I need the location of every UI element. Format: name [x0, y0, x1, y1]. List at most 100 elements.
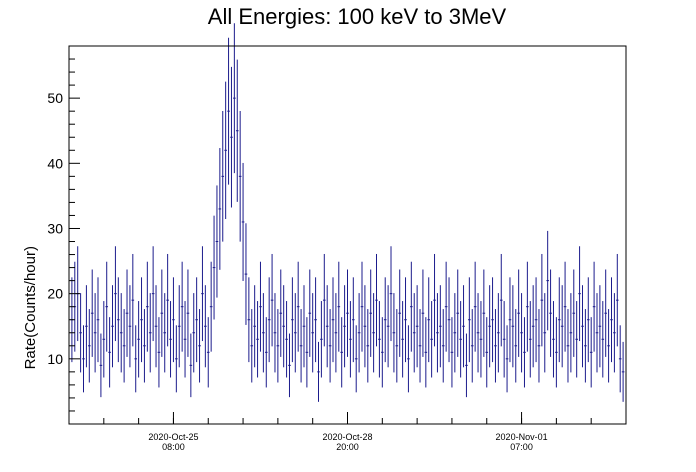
- data-point: [322, 253, 326, 347]
- data-point: [534, 277, 538, 363]
- data-point: [465, 333, 468, 398]
- data-point: [172, 277, 175, 363]
- data-point: [183, 301, 187, 378]
- data-point: [595, 293, 599, 373]
- data-point: [259, 261, 262, 352]
- y-tick-label: 10: [47, 351, 63, 367]
- x-tick-time-label: 07:00: [510, 442, 533, 452]
- data-point: [105, 261, 109, 352]
- data-point: [592, 261, 596, 352]
- data-point: [601, 301, 605, 378]
- data-point: [192, 293, 196, 373]
- data-point: [305, 317, 309, 388]
- data-point: [381, 317, 384, 388]
- data-point: [143, 309, 146, 383]
- data-point: [85, 285, 88, 368]
- data-point: [543, 293, 547, 373]
- data-point: [563, 261, 567, 352]
- data-point: [491, 277, 494, 363]
- data-point: [581, 285, 584, 368]
- data-point: [160, 269, 164, 357]
- data-point: [610, 277, 613, 363]
- data-point: [177, 285, 181, 368]
- data-point: [485, 317, 489, 388]
- data-point: [114, 246, 117, 342]
- data-point: [517, 269, 520, 357]
- data-point: [395, 309, 399, 383]
- data-point: [351, 277, 355, 363]
- data-point: [163, 293, 167, 373]
- data-point: [520, 293, 523, 373]
- data-point: [389, 246, 393, 342]
- data-point: [151, 246, 155, 342]
- data-point: [302, 285, 306, 368]
- plot-frame: [68, 45, 627, 425]
- data-point: [360, 261, 364, 352]
- data-point: [433, 253, 436, 347]
- data-point: [476, 293, 480, 373]
- data-point: [227, 37, 230, 185]
- data-point: [296, 261, 300, 352]
- data-point: [209, 261, 213, 352]
- data-point: [128, 285, 132, 368]
- data-point: [436, 293, 439, 373]
- x-tick-time-label: 08:00: [162, 442, 185, 452]
- data-point: [412, 293, 416, 373]
- data-point: [117, 277, 120, 363]
- data-point: [334, 293, 338, 373]
- data-point: [566, 309, 570, 383]
- data-point: [247, 277, 251, 363]
- data-point: [88, 309, 91, 383]
- data-point: [497, 293, 500, 373]
- data-point: [276, 309, 280, 383]
- data-point: [366, 309, 370, 383]
- data-point: [244, 223, 248, 325]
- data-point: [555, 317, 558, 388]
- data-point: [175, 325, 178, 393]
- data-point: [206, 317, 210, 388]
- data-point: [418, 309, 422, 383]
- data-point: [299, 309, 303, 383]
- data-point: [308, 269, 312, 357]
- data-point: [102, 301, 106, 378]
- data-point: [494, 309, 497, 383]
- y-tick-label: 20: [47, 286, 63, 302]
- data-point: [233, 23, 236, 174]
- data-point: [430, 301, 433, 378]
- data-point: [122, 309, 126, 383]
- data-point: [572, 269, 576, 357]
- data-point: [99, 333, 103, 398]
- data-point: [552, 301, 555, 378]
- data-point: [140, 277, 143, 363]
- x-tick-date-label: 2020-Oct-25: [148, 432, 198, 442]
- data-point: [424, 317, 428, 388]
- data-point: [282, 285, 285, 368]
- data-point: [328, 309, 332, 383]
- data-point: [157, 317, 161, 388]
- data-point: [584, 309, 587, 383]
- data-point: [613, 293, 616, 373]
- data-point: [212, 215, 216, 320]
- data-point: [270, 253, 274, 347]
- data-point: [526, 261, 529, 352]
- data-point: [392, 293, 396, 373]
- data-point: [331, 277, 335, 363]
- data-point: [125, 269, 129, 357]
- data-point: [468, 277, 471, 363]
- data-point: [372, 293, 375, 373]
- data-point: [169, 301, 172, 378]
- data-point: [241, 162, 245, 281]
- data-point: [90, 269, 94, 357]
- data-point: [482, 269, 486, 357]
- data-point: [349, 301, 352, 378]
- data-point: [82, 325, 85, 393]
- data-point: [264, 317, 268, 388]
- data-point: [421, 269, 425, 357]
- data-point: [218, 148, 222, 270]
- data-point: [198, 309, 201, 383]
- x-tick-time-label: 20:00: [336, 442, 359, 452]
- data-point: [383, 277, 387, 363]
- data-point: [557, 277, 561, 363]
- data-point: [340, 317, 344, 388]
- data-point: [119, 293, 123, 373]
